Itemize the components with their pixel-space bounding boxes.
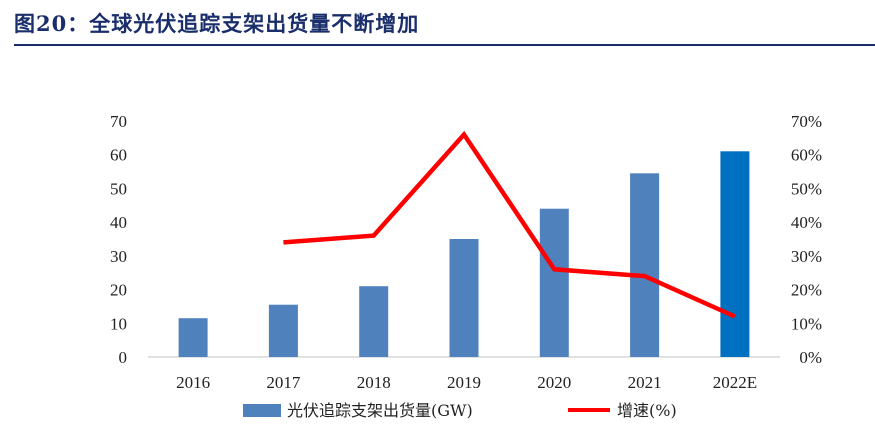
y-left-tick: 60 (110, 146, 127, 165)
legend-label-line: 增速(%) (617, 401, 677, 420)
bar-2020 (539, 208, 569, 357)
y-left-tick: 0 (119, 348, 128, 367)
figure-title: 图20：全球光伏追踪支架出货量不断增加 (14, 11, 420, 36)
legend-swatch-bar (243, 404, 281, 417)
x-tick: 2022E (713, 373, 757, 392)
bar-2017 (268, 304, 298, 357)
y-right-tick: 20% (791, 281, 822, 300)
y-left-tick: 50 (110, 179, 127, 198)
y-axis-right: 0% 10% 20% 30% 40% 50% 60% 70% (791, 112, 822, 367)
bar-2021 (630, 173, 660, 357)
y-axis-left: 0 10 20 30 40 50 60 70 (110, 112, 127, 367)
x-tick: 2017 (266, 373, 301, 392)
y-right-tick: 60% (791, 146, 822, 165)
y-left-tick: 10 (110, 314, 127, 333)
y-right-tick: 40% (791, 213, 822, 232)
y-right-tick: 50% (791, 179, 822, 198)
y-left-tick: 70 (110, 112, 127, 131)
x-tick: 2020 (537, 373, 571, 392)
bar-2019 (449, 239, 479, 357)
legend: 光伏追踪支架出货量(GW) 增速(%) (243, 401, 677, 420)
title-divider (14, 44, 875, 46)
y-left-tick: 40 (110, 213, 127, 232)
legend-label-bar: 光伏追踪支架出货量(GW) (287, 401, 473, 420)
growth-line (283, 130, 736, 319)
bar-2022E (720, 151, 750, 357)
y-left-tick: 30 (110, 247, 127, 266)
y-right-tick: 0% (799, 348, 822, 367)
y-right-tick: 10% (791, 314, 822, 333)
bar-2018 (359, 286, 389, 357)
x-tick: 2019 (447, 373, 481, 392)
y-left-tick: 20 (110, 281, 127, 300)
x-axis: 2016 2017 2018 2019 2020 2021 2022E (176, 373, 757, 392)
x-tick: 2018 (357, 373, 391, 392)
y-right-tick: 30% (791, 247, 822, 266)
line-series (283, 130, 736, 319)
bar-2016 (178, 318, 208, 357)
bar-series (178, 151, 750, 357)
y-right-tick: 70% (791, 112, 822, 131)
x-tick: 2016 (176, 373, 210, 392)
x-tick: 2021 (628, 373, 662, 392)
